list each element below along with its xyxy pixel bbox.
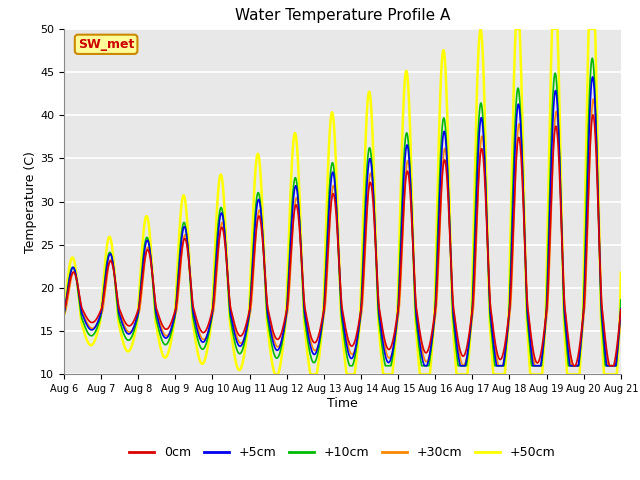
Text: SW_met: SW_met <box>78 38 134 51</box>
X-axis label: Time: Time <box>327 397 358 410</box>
Legend: 0cm, +5cm, +10cm, +30cm, +50cm: 0cm, +5cm, +10cm, +30cm, +50cm <box>124 441 561 464</box>
Y-axis label: Temperature (C): Temperature (C) <box>24 151 37 252</box>
Title: Water Temperature Profile A: Water Temperature Profile A <box>235 9 450 24</box>
